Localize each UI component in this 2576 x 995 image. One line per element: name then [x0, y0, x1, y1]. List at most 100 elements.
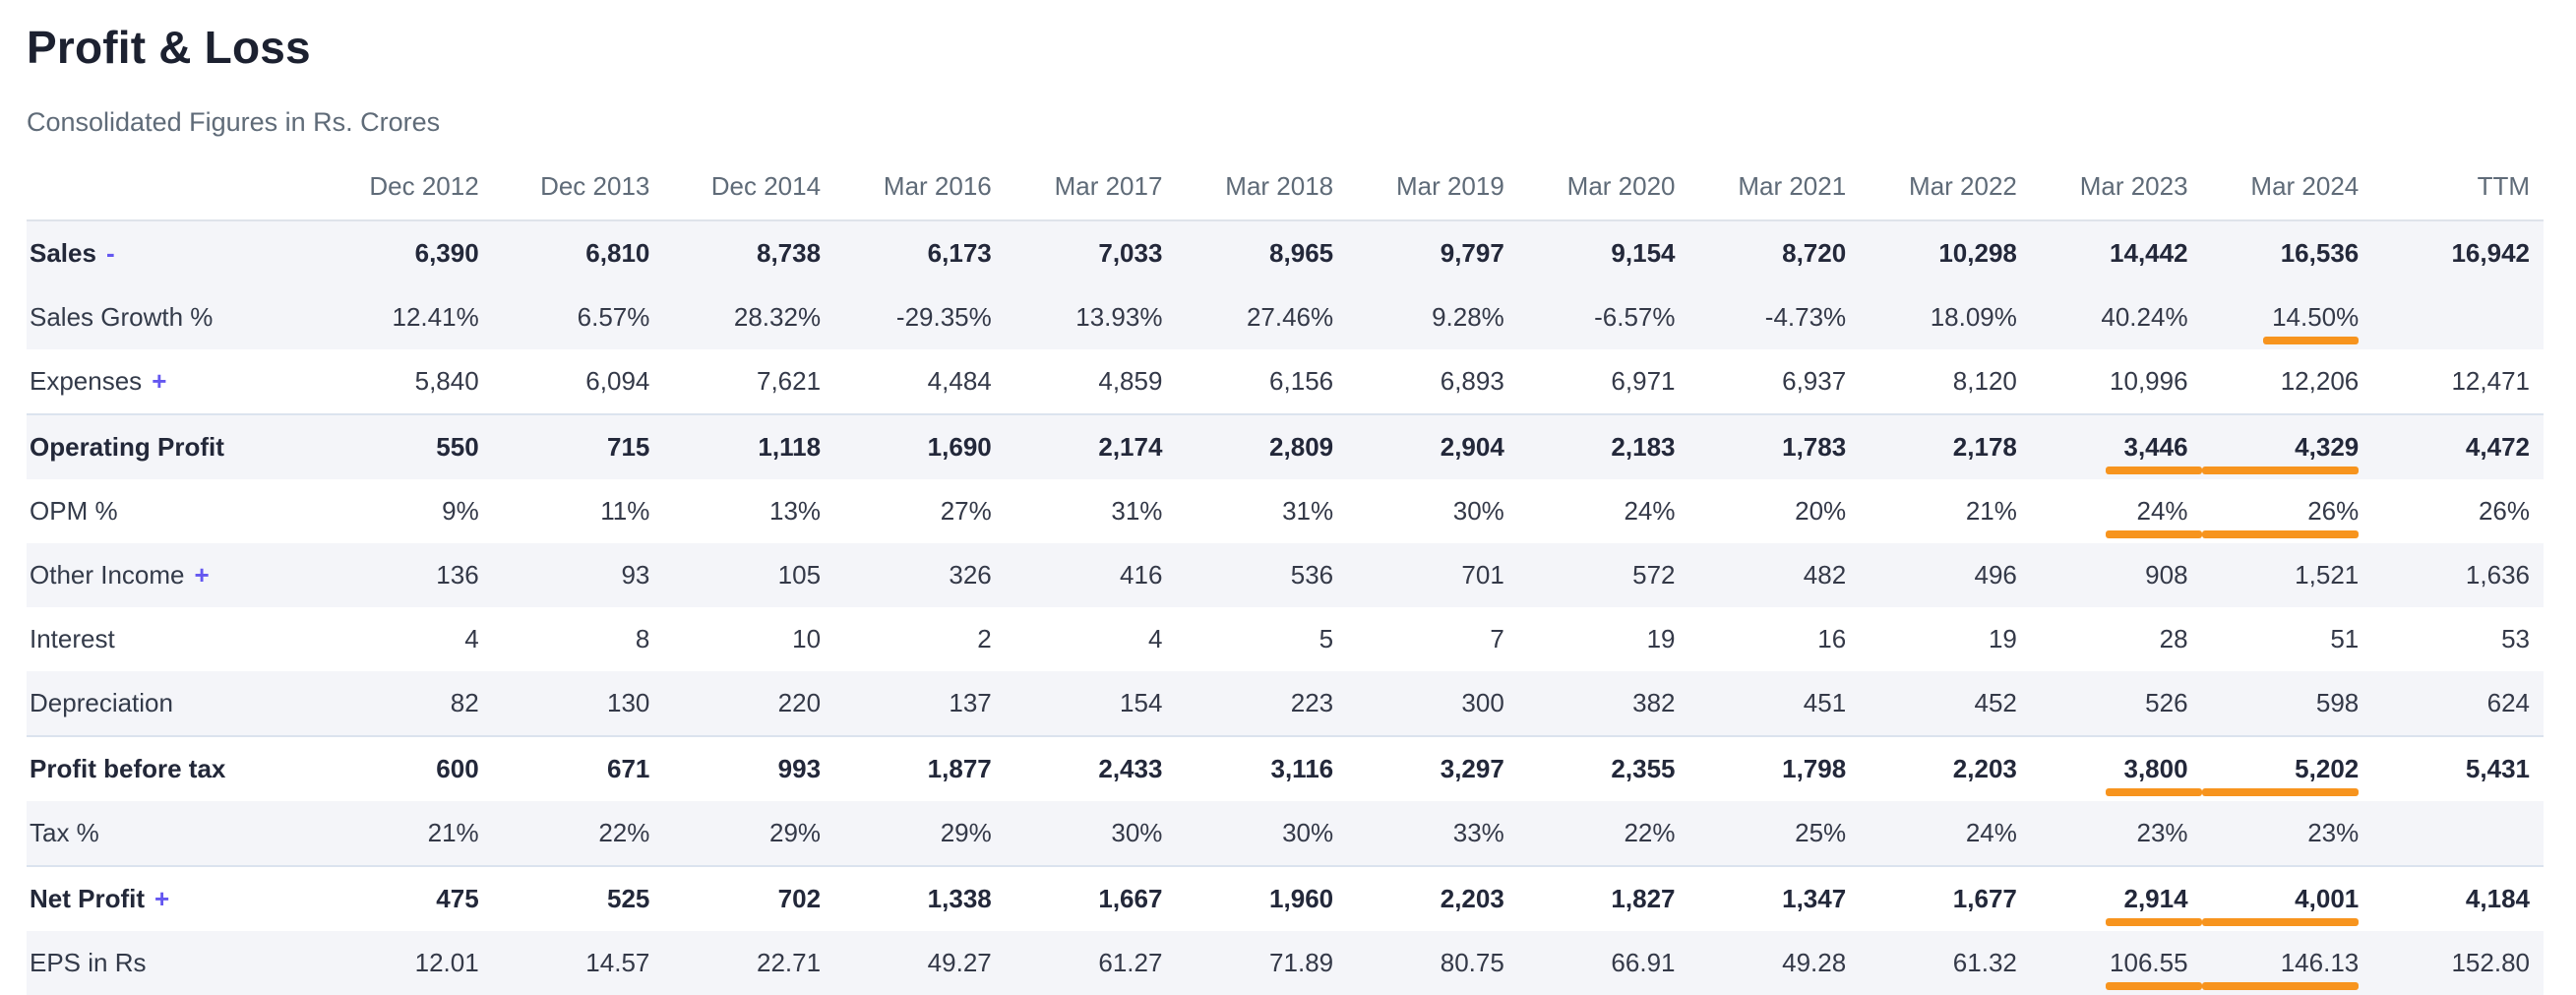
- value-cell-profit-before-tax-dec-2013: 671: [492, 735, 664, 801]
- value-cell-opm-mar-2018: 31%: [1282, 496, 1334, 526]
- value-cell-eps-in-rs-mar-2024: 146.13: [2201, 931, 2373, 995]
- column-header-mar-2021: Mar 2021: [1688, 150, 1861, 221]
- value-cell-sales-growth-mar-2021: -4.73%: [1764, 302, 1847, 332]
- value-cell-net-profit-mar-2021: 1,347: [1688, 865, 1861, 931]
- value-cell-operating-profit-mar-2017: 2,174: [1005, 413, 1177, 479]
- column-header-mar-2018: Mar 2018: [1176, 150, 1348, 221]
- row-label: Operating Profit: [30, 432, 224, 462]
- value-cell-tax-mar-2018: 30%: [1282, 818, 1334, 847]
- consolidated-figures-label: Consolidated Figures in Rs. Crores: [27, 107, 441, 137]
- value-cell-operating-profit-dec-2013: 715: [492, 413, 664, 479]
- value-cell-tax-mar-2024: 23%: [2307, 818, 2360, 847]
- row-label: Profit before tax: [30, 754, 226, 783]
- value-cell-sales-mar-2022: 10,298: [1938, 238, 2017, 268]
- table-row-sales-growth: Sales Growth % 12.41% 6.57% 28.32% -29.35% 13…: [27, 285, 2544, 349]
- value-cell-expenses-mar-2024: 12,206: [2280, 366, 2360, 396]
- value-cell-opm-mar-2023: 24%: [2031, 479, 2202, 543]
- row-label: Sales Growth %: [30, 302, 214, 332]
- value-cell-profit-before-tax-mar-2017: 2,433: [1005, 735, 1177, 801]
- value-cell-other-income-mar-2017: 416: [1120, 560, 1163, 590]
- value-cell-interest-mar-2023: 28: [2159, 624, 2188, 653]
- table-row-profit-before-tax: Profit before tax 600 671 993 1,877 2,433 3,11…: [27, 735, 2544, 801]
- value-cell-other-income-mar-2019: 701: [1461, 560, 1504, 590]
- value-cell-operating-profit-mar-2024: 4,329: [2201, 413, 2373, 479]
- value-cell-expenses-mar-2022: 8,120: [1952, 366, 2017, 396]
- value-cell-eps-in-rs-mar-2019: 80.75: [1440, 948, 1504, 977]
- row-label: Interest: [30, 624, 115, 653]
- value-cell-eps-in-rs-mar-2018: 71.89: [1269, 948, 1334, 977]
- value-cell-expenses-mar-2023: 10,996: [2110, 366, 2188, 396]
- table-body: Sales - 6,390 6,810 8,738 6,173 7,033 8,965 9,79…: [27, 220, 2544, 995]
- value-cell-interest-mar-2020: 19: [1646, 624, 1676, 653]
- column-header-mar-2019: Mar 2019: [1347, 150, 1518, 221]
- expand-toggle-icon[interactable]: +: [152, 366, 167, 396]
- value-cell-sales-mar-2019: 9,797: [1440, 238, 1504, 268]
- column-header-mar-2017: Mar 2017: [1005, 150, 1177, 221]
- value-cell-other-income-mar-2023: 908: [2145, 560, 2188, 590]
- value-cell-profit-before-tax-mar-2019: 3,297: [1347, 735, 1518, 801]
- value-cell-sales-ttm: 16,942: [2451, 238, 2530, 268]
- value-cell-sales-dec-2012: 6,390: [414, 238, 479, 268]
- value-cell-sales-mar-2016: 6,173: [927, 238, 992, 268]
- value-cell-operating-profit-dec-2014: 1,118: [663, 413, 835, 479]
- value-cell-other-income-ttm: 1,636: [2465, 560, 2530, 590]
- value-cell-net-profit-mar-2020: 1,827: [1517, 865, 1689, 931]
- row-label-cell[interactable]: Other Income +: [27, 543, 322, 607]
- row-label-cell[interactable]: Net Profit +: [27, 865, 322, 931]
- row-label-cell: OPM %: [27, 479, 322, 543]
- value-cell-net-profit-mar-2019: 2,203: [1347, 865, 1518, 931]
- value-cell-net-profit-mar-2017: 1,667: [1005, 865, 1177, 931]
- value-cell-profit-before-tax-dec-2014: 993: [663, 735, 835, 801]
- value-cell-operating-profit-mar-2021: 1,783: [1688, 413, 1861, 479]
- row-label-cell: Sales Growth %: [27, 285, 322, 349]
- value-cell-profit-before-tax-dec-2012: 600: [322, 735, 493, 801]
- collapse-toggle-icon[interactable]: -: [105, 238, 115, 268]
- profit-loss-table: Dec 2012 Dec 2013 Dec 2014 Mar 2016 Mar 2017…: [27, 150, 2544, 995]
- value-cell-tax-mar-2020: 22%: [1624, 818, 1676, 847]
- value-cell-sales-growth-mar-2018: 27.46%: [1246, 302, 1334, 332]
- value-cell-sales-mar-2017: 7,033: [1098, 238, 1163, 268]
- value-cell-interest-mar-2021: 16: [1817, 624, 1847, 653]
- value-cell-net-profit-mar-2024: 4,001: [2201, 865, 2373, 931]
- row-label-cell: Profit before tax: [27, 735, 322, 801]
- value-cell-eps-in-rs-mar-2022: 61.32: [1952, 948, 2017, 977]
- value-cell-depreciation-dec-2012: 82: [450, 688, 479, 717]
- row-label-cell: EPS in Rs: [27, 931, 322, 995]
- value-cell-opm-mar-2019: 30%: [1452, 496, 1504, 526]
- value-cell-net-profit-mar-2023: 2,914: [2030, 865, 2202, 931]
- column-header-mar-2023: Mar 2023: [2030, 150, 2202, 221]
- expand-toggle-icon[interactable]: +: [154, 884, 170, 913]
- value-cell-depreciation-mar-2019: 300: [1461, 688, 1504, 717]
- value-cell-opm-mar-2021: 20%: [1795, 496, 1847, 526]
- value-cell-operating-profit-mar-2018: 2,809: [1176, 413, 1348, 479]
- value-cell-other-income-mar-2021: 482: [1803, 560, 1847, 590]
- value-cell-depreciation-mar-2023: 526: [2145, 688, 2188, 717]
- value-cell-sales-mar-2018: 8,965: [1269, 238, 1334, 268]
- value-cell-depreciation-mar-2016: 137: [949, 688, 992, 717]
- row-label-cell: Tax %: [27, 801, 322, 866]
- column-header-mar-2022: Mar 2022: [1860, 150, 2031, 221]
- value-cell-other-income-mar-2016: 326: [949, 560, 992, 590]
- row-label: Net Profit: [30, 884, 145, 913]
- page-title: Profit & Loss: [27, 22, 311, 73]
- row-label-cell[interactable]: Sales -: [27, 220, 322, 285]
- value-cell-tax-mar-2019: 33%: [1452, 818, 1504, 847]
- table-row-tax: Tax % 21% 22% 29% 29% 30% 30% 33% 22% 25% 24% 23% 23…: [27, 801, 2544, 866]
- row-label-cell: Interest: [27, 607, 322, 671]
- expand-toggle-icon[interactable]: +: [194, 560, 210, 590]
- value-cell-opm-dec-2012: 9%: [442, 496, 479, 526]
- value-cell-opm-mar-2020: 24%: [1624, 496, 1676, 526]
- value-cell-eps-in-rs-mar-2021: 49.28: [1782, 948, 1847, 977]
- row-label: Depreciation: [30, 688, 173, 717]
- value-cell-other-income-mar-2020: 572: [1632, 560, 1676, 590]
- table-row-depreciation: Depreciation 82 130 220 137 154 223 300 382 451 45…: [27, 671, 2544, 736]
- row-label-cell[interactable]: Expenses +: [27, 349, 322, 414]
- value-cell-interest-mar-2024: 51: [2330, 624, 2360, 653]
- row-label: OPM %: [30, 496, 118, 526]
- value-cell-expenses-mar-2016: 4,484: [927, 366, 992, 396]
- row-label-cell: Depreciation: [27, 671, 322, 736]
- column-header-mar-2016: Mar 2016: [834, 150, 1006, 221]
- table-row-opm: OPM % 9% 11% 13% 27% 31% 31% 30% 24% 20% 21% 24% 26%…: [27, 479, 2544, 543]
- value-cell-other-income-mar-2022: 496: [1974, 560, 2017, 590]
